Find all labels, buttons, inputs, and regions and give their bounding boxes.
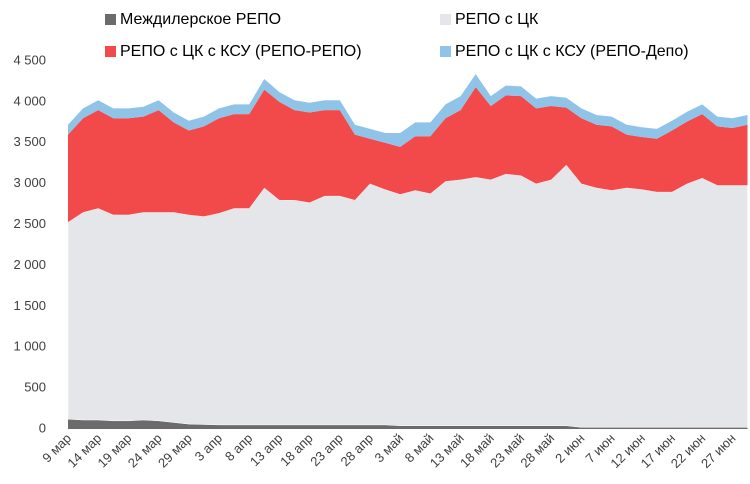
legend-label: РЕПО с ЦК: [455, 11, 539, 28]
area: [68, 87, 748, 223]
legend-label: Междилерское РЕПО: [120, 11, 281, 28]
y-tick-label: 3 500: [13, 134, 46, 149]
x-tick-label: 29 мар: [155, 431, 195, 471]
legend-label: РЕПО с ЦК с КСУ (РЕПО-РЕПО): [120, 43, 362, 60]
legend-swatch: [440, 14, 451, 25]
x-tick-label: 3 апр: [192, 431, 225, 464]
area: [67, 164, 748, 428]
y-tick-label: 2 000: [13, 257, 46, 272]
x-tick-label: 2 июн: [552, 431, 587, 466]
area: [68, 74, 748, 147]
x-tick-label: 28 май: [517, 431, 557, 471]
x-tick-label: 28 апр: [338, 431, 377, 470]
y-tick-label: 0: [39, 420, 46, 435]
legend-swatch: [105, 14, 116, 25]
legend-label: РЕПО с ЦК с КСУ (РЕПО-Депо): [455, 43, 689, 60]
x-tick-label: 23 апр: [307, 431, 346, 470]
legend-swatch: [440, 46, 451, 57]
y-tick-label: 500: [24, 380, 46, 395]
y-tick-label: 1 500: [13, 298, 46, 313]
y-tick-label: 1 000: [13, 339, 46, 354]
x-tick-label: 18 апр: [277, 431, 316, 470]
x-tick-label: 13 апр: [247, 431, 286, 470]
y-tick-label: 3 000: [13, 175, 46, 190]
legend-swatch: [105, 46, 116, 57]
area: [68, 419, 748, 429]
y-tick-label: 2 500: [13, 216, 46, 231]
x-tick-label: 3 май: [371, 431, 406, 466]
y-tick-label: 4 500: [13, 52, 46, 67]
y-tick-label: 4 000: [13, 93, 46, 108]
x-tick-label: 27 июн: [698, 431, 738, 471]
